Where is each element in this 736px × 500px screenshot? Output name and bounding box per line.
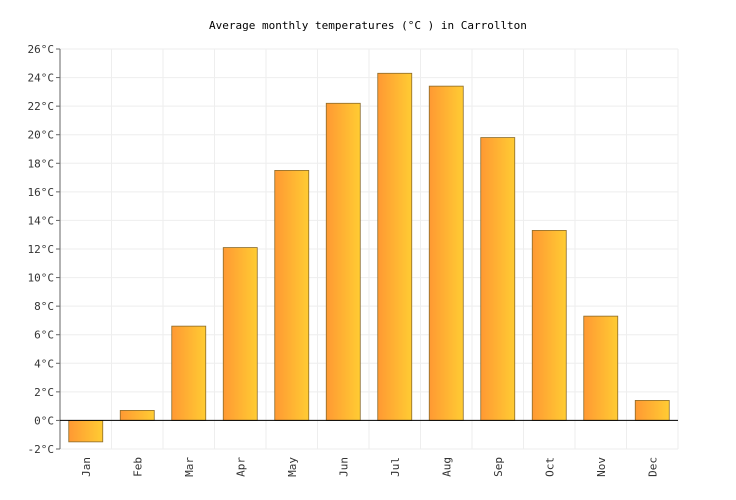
bars bbox=[68, 72, 670, 443]
x-tick-label: Jul bbox=[389, 457, 402, 477]
y-tick-label: 6°C bbox=[34, 329, 54, 342]
y-tick-label: 8°C bbox=[34, 300, 54, 313]
x-tick-label: Jun bbox=[337, 457, 350, 477]
bar-jul bbox=[377, 72, 413, 421]
bar-jun bbox=[325, 102, 361, 421]
y-tick-label: 2°C bbox=[34, 386, 54, 399]
bar-oct bbox=[531, 230, 567, 421]
y-tick-label: 22°C bbox=[28, 100, 55, 113]
y-tick-label: 0°C bbox=[34, 414, 54, 427]
y-tick-label: 16°C bbox=[28, 186, 55, 199]
bar-may bbox=[274, 170, 310, 421]
x-tick-label: Sep bbox=[492, 457, 505, 477]
grid bbox=[59, 48, 679, 450]
y-tick-label: 20°C bbox=[28, 129, 55, 142]
bar-aug bbox=[428, 85, 464, 421]
y-tick-label: 24°C bbox=[28, 72, 55, 85]
x-tick-label: Nov bbox=[595, 457, 608, 477]
bar-mar bbox=[171, 325, 207, 421]
x-tick-label: Feb bbox=[131, 457, 144, 477]
x-tick-label: Jan bbox=[80, 457, 93, 477]
bar-jan bbox=[68, 420, 104, 443]
x-tick-label: Apr bbox=[234, 457, 247, 477]
bar-sep bbox=[480, 137, 516, 421]
y-tick-label: 12°C bbox=[28, 243, 55, 256]
y-tick-label: 4°C bbox=[34, 357, 54, 370]
y-tick-label: 18°C bbox=[28, 157, 55, 170]
bar-apr bbox=[222, 247, 258, 421]
x-tick-label: Aug bbox=[440, 457, 453, 477]
bar-nov bbox=[583, 315, 619, 421]
bar-dec bbox=[634, 400, 670, 421]
axes bbox=[56, 48, 678, 450]
x-tick-label: Mar bbox=[183, 457, 196, 477]
y-tick-label: 10°C bbox=[28, 272, 55, 285]
y-tick-label: 26°C bbox=[28, 43, 55, 56]
x-tick-label: May bbox=[286, 457, 299, 477]
chart-title: Average monthly temperatures (°C ) in Ca… bbox=[209, 19, 527, 32]
y-tick-label: -2°C bbox=[28, 443, 55, 456]
y-tick-label: 14°C bbox=[28, 214, 55, 227]
x-tick-label: Dec bbox=[646, 457, 659, 477]
x-tick-label: Oct bbox=[543, 457, 556, 477]
y-axis-labels: -2°C 0°C 2°C 4°C 6°C 8°C 10°C 12°C 14°C 16°C 18°C 2… bbox=[28, 43, 55, 456]
bar-feb bbox=[119, 410, 155, 421]
x-axis-labels: Jan Feb Mar Apr May Jun Jul Aug Sep Oct Nov Dec bbox=[80, 457, 660, 477]
